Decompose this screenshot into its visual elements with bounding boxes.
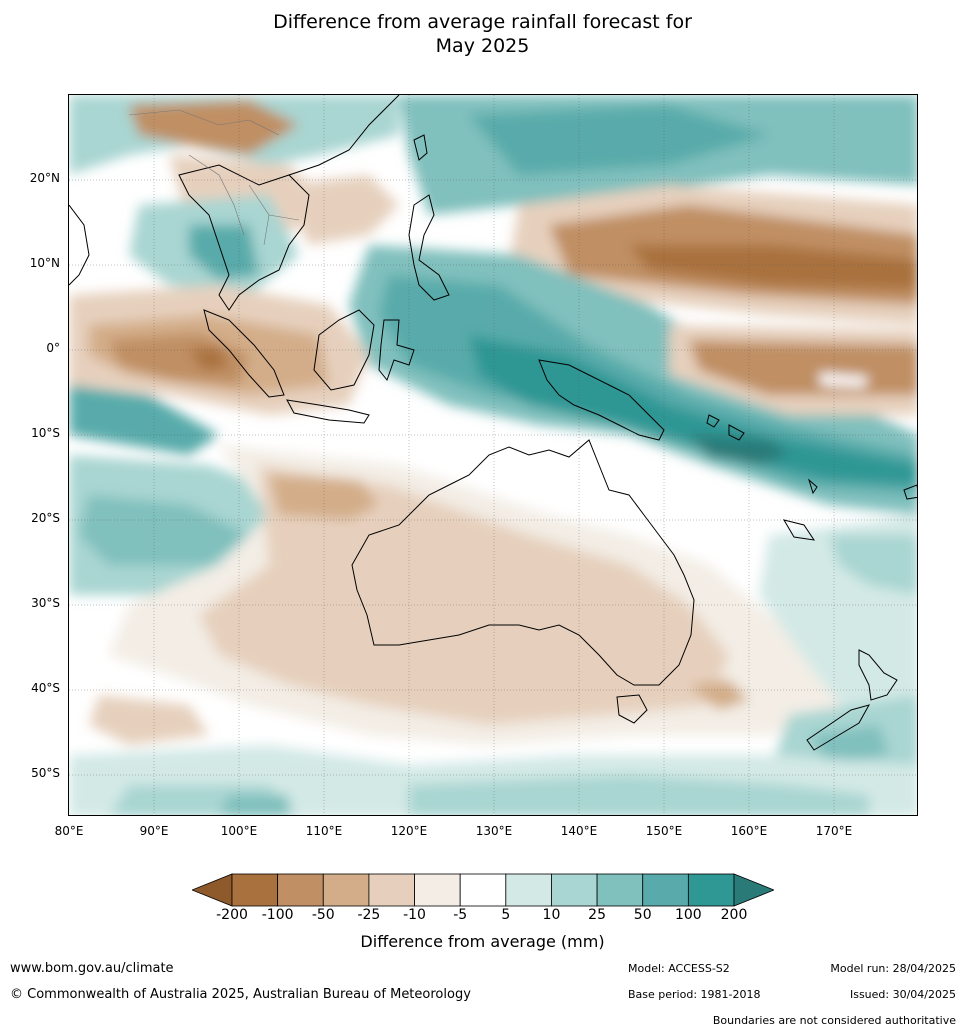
disclaimer-text: Boundaries are not considered authoritat…: [712, 1014, 956, 1027]
lon-label: 110°E: [305, 824, 343, 838]
colorbar-segment: [596, 873, 644, 907]
colorbar-tick-label: -25: [357, 907, 381, 923]
model-text: Model: ACCESS-S2: [628, 962, 730, 975]
colorbar-tick-label: 50: [633, 907, 652, 923]
colorbar-segment: [459, 873, 507, 907]
lon-label: 170°E: [815, 824, 853, 838]
lon-label: 130°E: [475, 824, 513, 838]
base-period-text: Base period: 1981-2018: [628, 988, 761, 1001]
colorbar-segment: [368, 873, 415, 907]
country-boundaries: [128, 109, 300, 246]
colorbar-segment: [687, 873, 735, 907]
title-line-1: Difference from average rainfall forecas…: [273, 11, 692, 33]
lon-label: 140°E: [560, 824, 598, 838]
issued-text: Issued: 30/04/2025: [849, 988, 956, 1001]
rainfall-map: [68, 94, 918, 816]
colorbar-tick-label: 25: [588, 907, 606, 923]
colorbar-tick-label: 100: [674, 907, 702, 923]
lon-label: 160°E: [730, 824, 768, 838]
colorbar-tick-label: -200: [216, 907, 248, 923]
colorbar-tick-label: -50: [311, 907, 335, 923]
colorbar-segment: [414, 873, 461, 907]
lat-label: 20°N: [29, 171, 60, 185]
colorbar-segment: [322, 873, 370, 907]
colorbar-tick-label: -100: [261, 907, 294, 923]
map-canvas: [69, 95, 917, 815]
colorbar-tick-label: -5: [453, 907, 468, 923]
graticule: [69, 95, 917, 815]
lon-label: 80°E: [54, 824, 84, 838]
lon-label: 120°E: [390, 824, 428, 838]
lon-label: 150°E: [645, 824, 683, 838]
model-run-text: Model run: 28/04/2025: [830, 962, 956, 975]
lat-label: 40°S: [31, 681, 60, 695]
colorbar-segment: [551, 873, 598, 907]
website-link[interactable]: www.bom.gov.au/climate: [10, 961, 174, 976]
colorbar-tick-label: 5: [501, 907, 511, 923]
lon-label: 100°E: [220, 824, 258, 838]
colorbar-arrow-min: [192, 873, 233, 907]
lon-label: 90°E: [139, 824, 169, 838]
lat-label: 50°S: [31, 766, 60, 780]
lat-label: 10°N: [29, 256, 60, 270]
colorbar-tick-label: 200: [720, 907, 748, 923]
colorbar-tick-label: 10: [542, 907, 561, 923]
copyright-text: © Commonwealth of Australia 2025, Austra…: [10, 987, 471, 1002]
lat-label: 20°S: [31, 511, 60, 525]
colorbar-arrow-max: [733, 873, 774, 907]
title-line-2: May 2025: [435, 35, 530, 57]
colorbar-segment: [642, 873, 689, 907]
colorbar-segment: [231, 873, 279, 907]
colorbar-segment: [505, 873, 552, 907]
coastlines: [69, 95, 917, 751]
colorbar-tick-label: -10: [403, 907, 426, 923]
colorbar-segment: [277, 873, 324, 907]
map-title: Difference from average rainfall forecas…: [0, 10, 965, 58]
lat-label: 0°: [46, 341, 60, 355]
lat-label: 30°S: [31, 596, 60, 610]
colorbar-label: Difference from average (mm): [360, 932, 605, 951]
colorbar: [192, 873, 774, 907]
lat-label: 10°S: [31, 426, 60, 440]
